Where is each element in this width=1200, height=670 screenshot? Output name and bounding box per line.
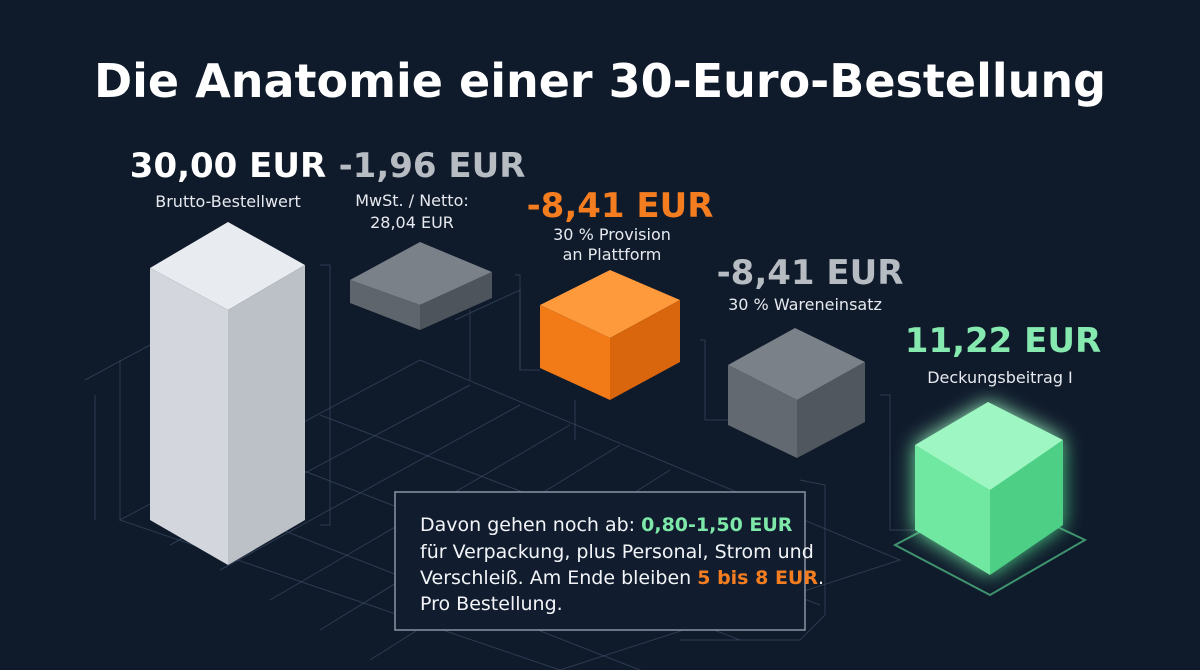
label: Brutto-Bestellwert [155,192,300,211]
cube-orange [540,270,680,400]
note-line: für Verpackung, plus Personal, Strom und [420,541,814,563]
label: 30 % Provision [553,225,671,244]
label: MwSt. / Netto: [355,191,469,210]
note-text: . [818,567,824,589]
amount: -8,41 EUR [717,253,904,293]
cube-green [892,402,1088,597]
amount: -8,41 EUR [527,186,714,226]
note-line: Pro Bestellung. [420,593,563,615]
note-highlight: 5 bis 8 EUR [697,567,818,589]
label: Deckungsbeitrag I [927,368,1073,387]
note-text: Verschleiß. Am Ende bleiben [420,567,697,589]
amount: 30,00 EUR [130,146,326,186]
amount: -1,96 EUR [339,146,526,186]
column-box [150,222,305,565]
note-box [394,491,806,631]
note-text: Davon gehen noch ab: [420,514,641,536]
note-highlight: 0,80-1,50 EUR [641,514,793,536]
label: 28,04 EUR [370,213,454,232]
cube-gray [728,328,865,458]
amount: 11,22 EUR [905,321,1101,361]
title: Die Anatomie einer 30-Euro-Bestellung [94,54,1106,108]
label: 30 % Wareneinsatz [728,295,882,314]
note-line: Verschleiß. Am Ende bleiben 5 bis 8 EUR. [420,567,824,589]
note-line: Davon gehen noch ab: 0,80-1,50 EUR [420,514,793,536]
slab-box [350,242,492,330]
label: an Plattform [563,245,662,264]
